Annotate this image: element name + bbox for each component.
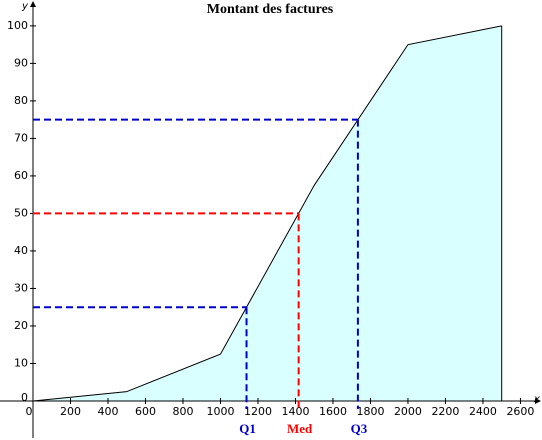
y-tick-label: 100 <box>7 19 28 32</box>
x-tick-label: 0 <box>25 405 32 418</box>
y-tick-label: 60 <box>14 169 28 182</box>
x-tick-label: 2000 <box>394 405 422 418</box>
y-tick-label: 70 <box>14 131 28 144</box>
quantile-label: Med <box>287 421 313 436</box>
y-tick-label: 20 <box>14 319 28 332</box>
x-tick-label: 400 <box>97 405 118 418</box>
y-tick-label: 10 <box>14 356 28 369</box>
x-tick-label: 2400 <box>469 405 497 418</box>
x-tick-label: 1200 <box>244 405 272 418</box>
y-tick-label: 0 <box>21 391 28 404</box>
y-tick-label: 40 <box>14 244 28 257</box>
area <box>32 25 502 401</box>
y-tick-label: 80 <box>14 94 28 107</box>
y-tick-label: 50 <box>14 206 28 219</box>
quantile-label: Q3 <box>351 421 368 436</box>
y-arrow <box>29 1 36 7</box>
x-tick-label: 1800 <box>356 405 384 418</box>
line <box>32 25 502 402</box>
x-tick-label: 2200 <box>431 405 459 418</box>
chart-title: Montant des factures <box>207 2 334 17</box>
x-tick-label: 1600 <box>319 405 347 418</box>
x-tick-label: 800 <box>172 405 193 418</box>
y-axis-label: y <box>21 1 29 12</box>
x-arrow <box>535 397 541 404</box>
quantile-label: Q1 <box>239 421 256 436</box>
x-tick-label: 1000 <box>206 405 234 418</box>
x-tick-label: 2600 <box>506 405 534 418</box>
y-tick-label: 30 <box>14 281 28 294</box>
x-tick-label: 200 <box>60 405 81 418</box>
x-tick-label: 600 <box>135 405 156 418</box>
x-tick-label: 1400 <box>281 405 309 418</box>
y-tick-label: 90 <box>14 56 28 69</box>
